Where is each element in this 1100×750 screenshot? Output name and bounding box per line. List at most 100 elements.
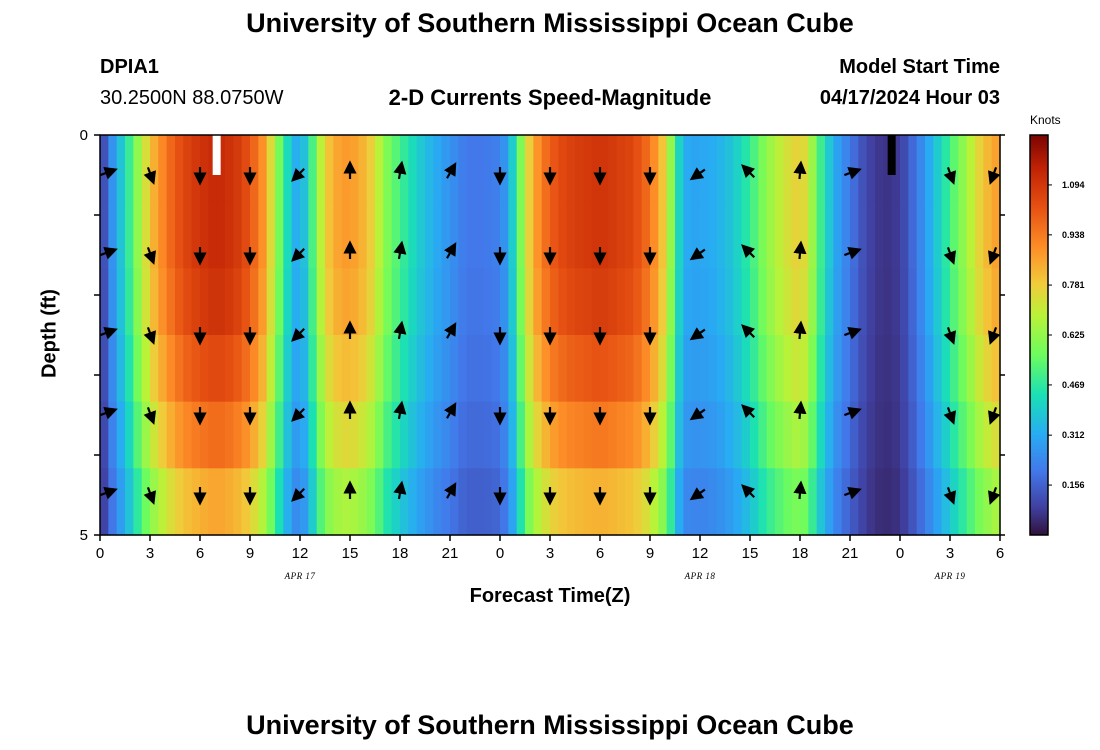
heatmap-cell: [583, 335, 593, 403]
heatmap-cell: [925, 201, 934, 269]
heatmap-cell: [241, 135, 251, 203]
heatmap-cell: [300, 401, 309, 469]
heatmap-cell: [391, 468, 401, 536]
heatmap-cell: [250, 135, 259, 203]
heatmap-cell: [975, 468, 984, 536]
heatmap-cell: [233, 335, 243, 403]
heatmap-cell: [283, 201, 293, 269]
heatmap-cell: [950, 201, 959, 269]
heatmap-cell: [941, 135, 951, 203]
heatmap-cell: [516, 468, 526, 536]
heatmap-cell: [883, 401, 893, 469]
x-tick-label: 3: [946, 545, 954, 562]
heatmap-cell: [225, 135, 234, 203]
heatmap-cell: [566, 268, 576, 336]
heatmap-cell: [908, 135, 918, 203]
heatmap-cell: [466, 268, 476, 336]
current-vector-arrow: [143, 246, 156, 265]
heatmap-cell: [466, 335, 476, 403]
heatmap-cell: [900, 201, 909, 269]
heatmap-cell: [441, 335, 451, 403]
heatmap-cell: [241, 201, 251, 269]
heatmap-cell: [600, 335, 609, 403]
heatmap-cell: [425, 268, 434, 336]
heatmap-cell: [866, 201, 876, 269]
heatmap-cell: [933, 401, 943, 469]
heatmap-cell: [408, 135, 418, 203]
heatmap-cell: [291, 201, 301, 269]
heatmap-cell: [341, 268, 351, 336]
heatmap-cell: [633, 135, 643, 203]
current-vector-arrow: [143, 166, 156, 185]
heatmap-cell: [400, 201, 409, 269]
current-vector-arrow: [393, 480, 407, 500]
heatmap-cell: [158, 201, 168, 269]
heatmap-cell: [208, 468, 218, 536]
heatmap-cell: [308, 268, 318, 336]
heatmap-cell: [900, 401, 909, 469]
heatmap-cell: [150, 201, 159, 269]
current-vector-arrow: [741, 324, 756, 339]
current-vector-arrow: [291, 407, 306, 422]
heatmap-cell: [316, 401, 326, 469]
heatmap-cell: [925, 268, 934, 336]
heatmap-cell: [291, 135, 301, 203]
heatmap-cell: [483, 468, 493, 536]
heatmap-cell: [733, 335, 743, 403]
heatmap-cell: [850, 135, 859, 203]
heatmap-cell: [616, 135, 626, 203]
heatmap-cell: [358, 201, 368, 269]
heatmap-cell: [350, 201, 359, 269]
heatmap-cell: [575, 335, 584, 403]
heatmap-cell: [883, 268, 893, 336]
heatmap-cell: [300, 135, 309, 203]
heatmap-cell: [700, 401, 709, 469]
heatmap-cell: [475, 135, 484, 203]
heatmap-cell: [858, 135, 868, 203]
heatmap-cell: [200, 268, 209, 336]
heatmap-cell: [691, 135, 701, 203]
heatmap-cell: [716, 201, 726, 269]
current-vector-arrow: [443, 482, 457, 499]
heatmap-cell: [183, 401, 193, 469]
heatmap-cell: [291, 335, 301, 403]
heatmap-cell: [225, 201, 234, 269]
heatmap-cell: [841, 268, 851, 336]
heatmap-cell: [500, 335, 509, 403]
colorbar-tick-label: 0.469: [1062, 380, 1085, 390]
current-vector-arrow: [689, 487, 706, 501]
heatmap-cell: [325, 201, 334, 269]
heatmap-cell: [566, 135, 576, 203]
heatmap-cell: [100, 268, 109, 336]
heatmap-cell: [466, 468, 476, 536]
heatmap-cell: [933, 135, 943, 203]
heatmap-cell: [958, 201, 968, 269]
heatmap-cell: [691, 268, 701, 336]
current-vector-arrow: [943, 406, 956, 425]
heatmap-cell: [758, 135, 768, 203]
heatmap-cell: [783, 401, 793, 469]
heatmap-cell: [950, 468, 959, 536]
heatmap-cell: [716, 468, 726, 536]
heatmap-cell: [416, 335, 426, 403]
current-vector-arrow: [393, 400, 407, 420]
heatmap-cell: [425, 468, 434, 536]
heatmap-cell: [508, 201, 518, 269]
heatmap-cell: [300, 201, 309, 269]
colorbar-tick-label: 1.094: [1062, 180, 1085, 190]
heatmap-cell: [333, 135, 343, 203]
heatmap-cell: [150, 401, 159, 469]
heatmap-cell: [808, 468, 818, 536]
heatmap-cell: [875, 401, 884, 469]
heatmap-cell: [108, 135, 118, 203]
heatmap-cell: [275, 468, 284, 536]
heatmap-cell: [750, 201, 759, 269]
heatmap-cell: [416, 401, 426, 469]
heatmap-cell: [550, 201, 559, 269]
heatmap-cell: [966, 201, 976, 269]
heatmap-cell: [850, 335, 859, 403]
heatmap-cell: [633, 201, 643, 269]
heatmap-cell: [266, 401, 276, 469]
heatmap-cell: [825, 268, 834, 336]
heatmap-cell: [416, 268, 426, 336]
